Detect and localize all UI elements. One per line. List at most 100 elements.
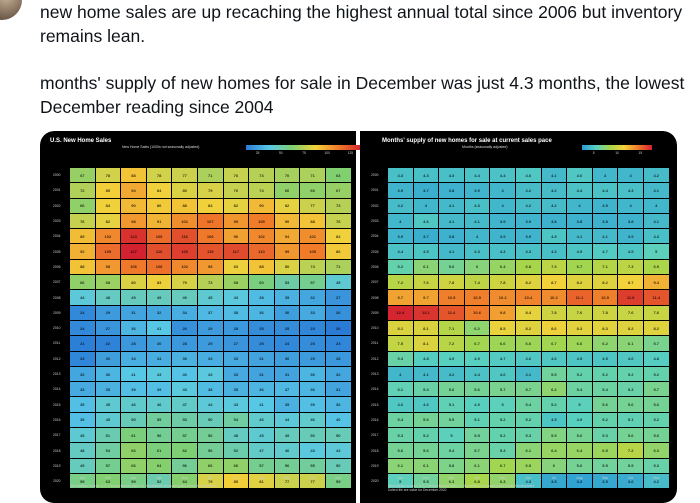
heatmap-cell: 4 bbox=[567, 198, 592, 213]
heatmap-cell: 6.3 bbox=[439, 473, 464, 489]
heatmap-cell: 8.2 bbox=[567, 275, 592, 290]
heatmap-cell: 32 bbox=[300, 290, 325, 305]
months-supply-heatmap[interactable]: Months' supply of new homes for sale at … bbox=[360, 131, 677, 503]
heatmap-cell: 4.4 bbox=[567, 183, 592, 198]
heatmap-cell: 49 bbox=[274, 428, 300, 443]
heatmap-cell: 77 bbox=[300, 473, 325, 489]
heatmap-cell: 72 bbox=[70, 183, 95, 198]
year-label: 2014 bbox=[371, 387, 379, 392]
heatmap-cell: 6.1 bbox=[618, 336, 643, 351]
heatmap-cell: 37 bbox=[274, 382, 300, 397]
heatmap-cell: 9.7 bbox=[388, 290, 413, 305]
year-label: 2001 bbox=[53, 188, 61, 193]
heatmap-cell: 5 bbox=[439, 428, 464, 443]
heatmap-cell: 4.2 bbox=[515, 198, 541, 213]
colorbar-ticks: 25 50 75 100 125 bbox=[246, 151, 362, 155]
year-label: 2012 bbox=[53, 356, 61, 361]
month-label: Apr bbox=[474, 476, 480, 480]
heatmap-cell: 4.3 bbox=[464, 244, 490, 259]
tweet-media[interactable]: U.S. New Home Sales New Home Sales (1000… bbox=[40, 131, 677, 503]
heatmap-cell: 123 bbox=[121, 229, 146, 244]
heatmap-cell: 88 bbox=[300, 213, 325, 229]
heatmap-cell: 4.1 bbox=[464, 213, 490, 229]
heatmap-cell: 30 bbox=[95, 351, 121, 366]
heatmap-cell: 67 bbox=[70, 168, 95, 183]
heatmap-cell: 4.1 bbox=[541, 168, 567, 183]
month-label: Feb bbox=[422, 476, 429, 480]
heatmap-cell: 4.3 bbox=[618, 183, 643, 198]
heatmap-cell: 84 bbox=[95, 198, 121, 213]
heatmap-cell: 5.6 bbox=[592, 397, 618, 412]
heatmap-cell: 4.8 bbox=[413, 351, 439, 366]
heatmap-cell: 8.2 bbox=[515, 320, 541, 336]
heatmap-cell: 4.3 bbox=[515, 244, 541, 259]
heatmap-cell: 50 bbox=[300, 428, 325, 443]
heatmap-cell: 3.8 bbox=[439, 229, 464, 244]
heatmap-cell: 4.6 bbox=[618, 351, 643, 366]
heatmap-cell: 116 bbox=[172, 229, 197, 244]
heatmap-cell: 4.2 bbox=[541, 198, 567, 213]
heatmap-cell: 83 bbox=[146, 275, 172, 290]
heatmap-cell: 8.3 bbox=[567, 320, 592, 336]
heatmap-cell: 28 bbox=[172, 336, 197, 351]
heatmap-cell: 84 bbox=[146, 183, 172, 198]
heatmap-cell: 43 bbox=[223, 397, 249, 412]
heatmap-cell: 5.5 bbox=[439, 412, 464, 428]
heatmap-grid: 67 78 88 78 77 71 76 73 70 71 63 72 85 94 84 80 79 76 74 66… bbox=[70, 168, 351, 489]
heatmap-cell: 7.2 bbox=[388, 275, 413, 290]
heatmap-cell: 24 bbox=[274, 336, 300, 351]
heatmap-cell: 5.2 bbox=[618, 366, 643, 382]
heatmap-cell: 53 bbox=[274, 275, 300, 290]
heatmap-cell: 56 bbox=[146, 428, 172, 443]
heatmap-cell: 25 bbox=[274, 320, 300, 336]
chart-title: U.S. New Home Sales bbox=[50, 138, 112, 144]
heatmap-cell: 7.8 bbox=[592, 305, 618, 320]
heatmap-cell: 6.2 bbox=[541, 382, 567, 397]
heatmap-cell: 5 bbox=[490, 397, 515, 412]
heatmap-cell: 45 bbox=[70, 428, 95, 443]
heatmap-cell: 96 bbox=[223, 229, 249, 244]
new-home-sales-heatmap[interactable]: U.S. New Home Sales New Home Sales (1000… bbox=[40, 131, 362, 503]
heatmap-cell: 7.1 bbox=[439, 320, 464, 336]
month-label: Apr bbox=[156, 476, 162, 480]
heatmap-cell: 28 bbox=[325, 351, 351, 366]
heatmap-cell: 51 bbox=[95, 428, 121, 443]
heatmap-cell: 35 bbox=[223, 382, 249, 397]
month-label: Sep bbox=[602, 476, 609, 480]
heatmap-cell: 5.5 bbox=[464, 428, 490, 443]
heatmap-cell: 50 bbox=[325, 428, 351, 443]
heatmap-cell: 11.4 bbox=[643, 290, 669, 305]
year-label: 2005 bbox=[53, 249, 61, 254]
heatmap-cell: 46 bbox=[121, 397, 146, 412]
heatmap-cell: 43 bbox=[300, 443, 325, 458]
colorbar-tick: 25 bbox=[255, 151, 260, 155]
heatmap-grid: 4.3 4.3 4.3 4.4 4.4 4.6 4.1 4.6 4 4 4.2 3.9 3.7 3.8 3.… bbox=[388, 168, 669, 489]
year-label: 2015 bbox=[371, 402, 379, 407]
heatmap-cell: 5.3 bbox=[490, 443, 515, 458]
heatmap-cell: 8.4 bbox=[515, 305, 541, 320]
heatmap-cell: 59 bbox=[121, 473, 146, 489]
heatmap-cell: 5.4 bbox=[567, 382, 592, 397]
avatar[interactable] bbox=[0, 0, 22, 20]
heatmap-cell: 5.3 bbox=[413, 382, 439, 397]
heatmap-cell: 36 bbox=[325, 397, 351, 412]
month-label: Oct bbox=[628, 476, 634, 480]
heatmap-cell: 3.9 bbox=[490, 213, 515, 229]
heatmap-cell: 46 bbox=[300, 412, 325, 428]
heatmap-cell: 10.5 bbox=[592, 290, 618, 305]
heatmap-cell: 109 bbox=[95, 244, 121, 259]
heatmap-cell: 49 bbox=[172, 290, 197, 305]
heatmap-cell: 9.8 bbox=[490, 305, 515, 320]
heatmap-cell: 3.9 bbox=[515, 229, 541, 244]
heatmap-cell: 5.1 bbox=[618, 412, 643, 428]
heatmap-cell: 71 bbox=[325, 259, 351, 275]
heatmap-cell: 4.7 bbox=[490, 351, 515, 366]
heatmap-cell: 29 bbox=[300, 351, 325, 366]
heatmap-cell: 23 bbox=[300, 320, 325, 336]
month-label: May bbox=[499, 476, 506, 480]
heatmap-cell: 5.8 bbox=[439, 458, 464, 473]
heatmap-cell: 49 bbox=[70, 458, 95, 473]
heatmap-cell: 88 bbox=[121, 168, 146, 183]
heatmap-cell: 62 bbox=[172, 443, 197, 458]
heatmap-cell: 115 bbox=[197, 244, 223, 259]
